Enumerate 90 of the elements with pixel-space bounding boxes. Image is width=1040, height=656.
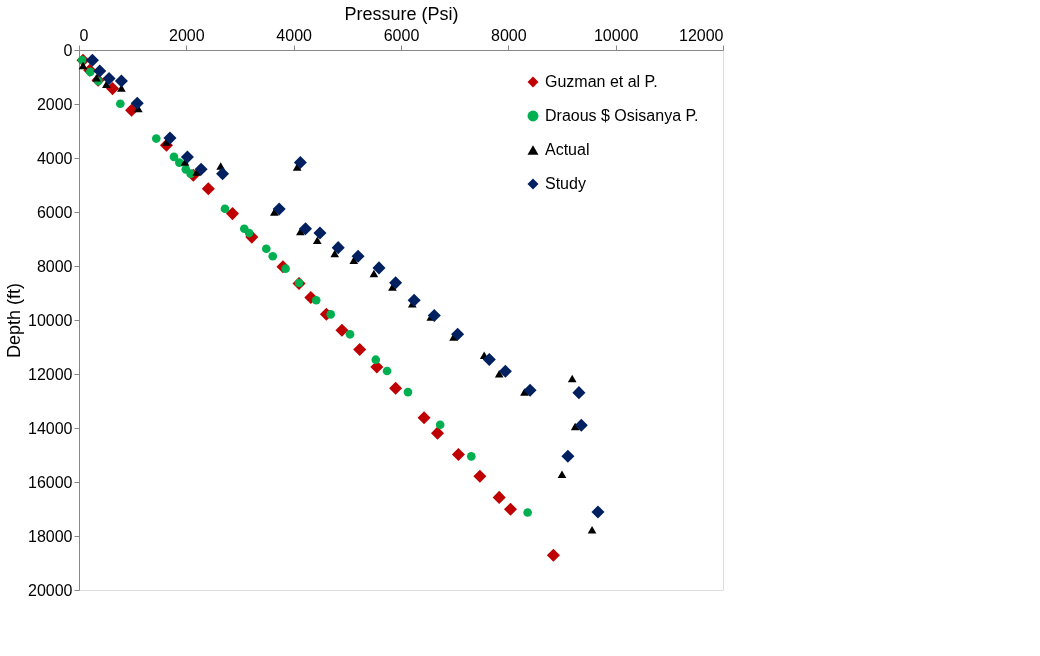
point [389,276,403,290]
point [417,411,431,425]
point [473,469,487,483]
point [106,82,120,96]
x-tick-label: 8000 [491,26,527,44]
legend-label: Study [545,175,586,192]
point [293,156,307,170]
x-tick-label: 2000 [169,26,205,44]
point [163,131,177,145]
x-tick-label: 10000 [593,26,639,44]
point [451,327,465,341]
point [498,364,512,378]
point [225,207,240,221]
point [326,310,336,319]
point [311,295,321,305]
point [557,470,567,478]
point [353,342,367,356]
y-tick-label: 8000 [36,257,73,275]
point [335,323,349,337]
point [523,383,537,397]
y-axis-title: Depth (ft) [4,282,25,359]
legend-label: Guzman et al P. [545,73,658,90]
point [194,162,208,176]
y-tick-label: 6000 [36,203,73,221]
point [349,256,359,265]
point [216,167,230,181]
x-tick-label: 6000 [383,26,420,44]
point [331,241,345,255]
point [85,53,99,67]
point [430,426,445,440]
point [351,249,365,263]
x-tick-label: 4000 [276,26,313,44]
point [330,249,340,258]
point [345,329,355,339]
point [169,152,179,162]
legend-label: Draous $ Osisanya P. [545,107,699,124]
y-tick-label: 4000 [36,149,73,167]
x-tick-label: 12000 [679,26,724,44]
point [201,182,215,196]
point [427,308,441,322]
point [114,74,128,88]
point [482,352,496,366]
x-tick-label: 0 [79,26,89,44]
point [298,222,312,236]
point [151,134,161,143]
point [451,447,465,461]
y-tick-label: 0 [63,41,73,59]
y-tick-label: 12000 [28,365,73,383]
point [561,449,575,463]
y-tick-label: 20000 [28,581,73,599]
point [466,452,476,461]
point [492,490,506,504]
point [268,251,278,261]
y-tick-label: 18000 [28,527,73,545]
point [261,244,271,254]
point [503,502,517,516]
point [220,204,230,214]
point [572,386,586,400]
point [591,505,605,519]
point [587,526,597,534]
y-tick-label: 14000 [28,419,73,437]
point [372,261,386,275]
point [389,381,403,395]
point [93,64,107,78]
point [407,293,421,307]
point [574,418,588,432]
point [312,236,322,245]
y-tick-label: 16000 [28,473,73,491]
point [125,103,139,117]
y-tick-label: 10000 [28,311,73,329]
point [567,374,577,383]
point [403,387,413,397]
point [130,96,144,110]
y-tick-label: 2000 [36,95,73,113]
point [78,61,88,70]
point [523,508,532,517]
point [546,548,560,562]
legend-label: Actual [545,141,590,158]
point [85,67,95,77]
point [369,269,379,278]
point [272,202,286,216]
point [244,228,254,238]
point [281,264,290,274]
point [435,420,445,430]
point [115,99,125,109]
point [313,226,327,240]
point [180,150,194,164]
x-axis-title: Pressure (Psi) [344,3,459,24]
point [371,355,381,365]
point [102,72,116,86]
